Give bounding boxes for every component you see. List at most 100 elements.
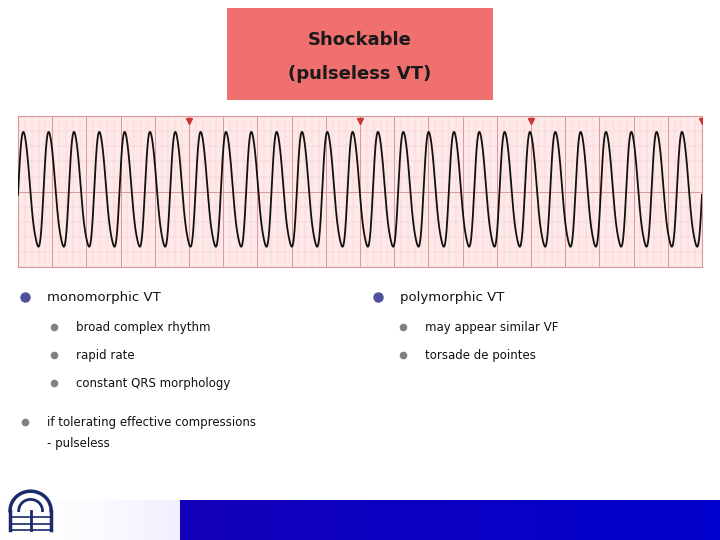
Bar [120, 500, 121, 540]
Bar [163, 500, 164, 540]
Bar [177, 500, 179, 540]
Bar [550, 500, 552, 540]
Bar [158, 500, 160, 540]
Bar [596, 500, 598, 540]
Bar [612, 500, 613, 540]
Bar [516, 500, 518, 540]
Bar [440, 500, 441, 540]
Bar [536, 500, 538, 540]
Bar [227, 500, 228, 540]
Bar [479, 500, 480, 540]
Bar [85, 500, 86, 540]
Bar [415, 500, 417, 540]
Bar [523, 500, 525, 540]
Bar [153, 500, 154, 540]
Bar [137, 500, 138, 540]
Bar [94, 500, 95, 540]
Bar [36, 500, 37, 540]
Bar [700, 500, 701, 540]
Bar [220, 500, 221, 540]
Bar [212, 500, 214, 540]
Bar [654, 500, 655, 540]
Bar [53, 500, 55, 540]
Bar [164, 500, 166, 540]
Bar [322, 500, 323, 540]
Bar [279, 500, 280, 540]
Bar [369, 500, 371, 540]
Bar [118, 500, 120, 540]
Text: monomorphic VT: monomorphic VT [47, 291, 161, 303]
Bar [495, 500, 496, 540]
Bar [534, 500, 535, 540]
Bar [305, 500, 306, 540]
Bar [207, 500, 208, 540]
Bar [613, 500, 615, 540]
Bar [657, 500, 658, 540]
Bar [6, 500, 7, 540]
Bar [198, 500, 199, 540]
Bar [470, 500, 472, 540]
Bar [134, 500, 135, 540]
Bar [356, 500, 358, 540]
Bar [411, 500, 413, 540]
Bar [528, 500, 529, 540]
Bar [463, 500, 464, 540]
Bar [372, 500, 374, 540]
Bar [195, 500, 197, 540]
Bar [658, 500, 660, 540]
Bar [655, 500, 657, 540]
Bar [390, 500, 391, 540]
Bar [9, 500, 10, 540]
Bar [205, 500, 207, 540]
Bar [693, 500, 694, 540]
Bar [173, 500, 174, 540]
Bar [332, 500, 333, 540]
Bar [225, 500, 227, 540]
Bar [234, 500, 235, 540]
Bar [433, 500, 434, 540]
Bar [241, 500, 243, 540]
Bar [626, 500, 628, 540]
Bar [509, 500, 510, 540]
Bar [526, 500, 528, 540]
Bar [111, 500, 112, 540]
Bar [168, 500, 170, 540]
Bar [144, 500, 145, 540]
Bar [443, 500, 444, 540]
Bar [75, 500, 76, 540]
Bar [273, 500, 274, 540]
Bar [691, 500, 693, 540]
Bar [79, 500, 81, 540]
Text: may appear similar VF: may appear similar VF [425, 321, 558, 334]
Bar [500, 500, 502, 540]
Text: (pulseless VT): (pulseless VT) [289, 65, 431, 83]
Bar [454, 500, 456, 540]
Bar [706, 500, 707, 540]
Bar [546, 500, 547, 540]
Bar [498, 500, 499, 540]
Bar [32, 500, 33, 540]
Bar [701, 500, 703, 540]
Bar [125, 500, 127, 540]
Bar [431, 500, 433, 540]
Bar [277, 500, 279, 540]
Bar [24, 500, 26, 540]
Bar [299, 500, 300, 540]
Bar [450, 500, 451, 540]
Bar [451, 500, 453, 540]
Bar [414, 500, 415, 540]
Bar [170, 500, 171, 540]
Bar [271, 500, 273, 540]
Text: rapid rate: rapid rate [76, 349, 134, 362]
Bar [98, 500, 99, 540]
Bar [330, 500, 332, 540]
Bar [248, 500, 250, 540]
Bar [302, 500, 303, 540]
Bar [174, 500, 176, 540]
Bar [377, 500, 378, 540]
Bar [179, 500, 181, 540]
Bar [251, 500, 253, 540]
Bar [62, 500, 63, 540]
Bar [407, 500, 408, 540]
Bar [49, 500, 50, 540]
